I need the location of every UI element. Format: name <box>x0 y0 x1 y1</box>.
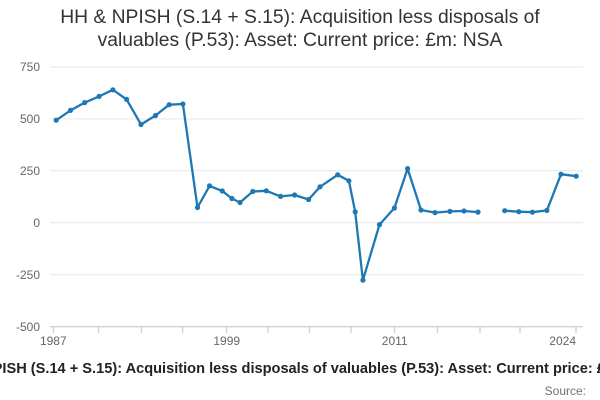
svg-text:2011: 2011 <box>382 334 408 348</box>
svg-text:-250: -250 <box>16 268 40 282</box>
svg-text:-500: -500 <box>16 320 40 334</box>
svg-text:1987: 1987 <box>40 334 67 348</box>
svg-text:0: 0 <box>33 216 40 230</box>
svg-text:500: 500 <box>20 112 40 126</box>
svg-text:2024: 2024 <box>549 334 576 348</box>
svg-text:250: 250 <box>20 164 40 178</box>
svg-text:750: 750 <box>20 60 40 74</box>
svg-text:1999: 1999 <box>213 334 240 348</box>
